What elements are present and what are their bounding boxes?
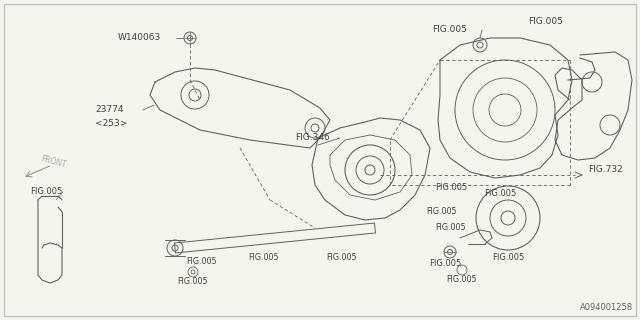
Text: FIG.005: FIG.005	[426, 207, 456, 217]
Text: A094001258: A094001258	[580, 303, 633, 313]
Text: FIG.005: FIG.005	[186, 257, 216, 266]
Text: FRONT: FRONT	[40, 154, 67, 170]
Text: FIG.005: FIG.005	[492, 252, 524, 261]
Text: FIG.005: FIG.005	[429, 259, 461, 268]
Text: FIG.005: FIG.005	[528, 18, 563, 27]
Text: W140063: W140063	[118, 34, 161, 43]
Text: FIG.005: FIG.005	[484, 188, 516, 197]
Text: <253>: <253>	[95, 118, 127, 127]
Text: FIG.005: FIG.005	[435, 223, 466, 233]
Text: FIG.732: FIG.732	[588, 165, 623, 174]
Text: FIG.346: FIG.346	[295, 133, 330, 142]
Text: FIG.005: FIG.005	[248, 253, 278, 262]
Text: 23774: 23774	[95, 106, 124, 115]
Text: FIG.005: FIG.005	[435, 183, 467, 193]
Text: FIG.005: FIG.005	[447, 276, 477, 284]
Text: FIG.005: FIG.005	[30, 188, 62, 196]
Text: FIG.005: FIG.005	[178, 277, 208, 286]
Text: FIG.005: FIG.005	[432, 26, 467, 35]
Text: FIG.005: FIG.005	[326, 253, 356, 262]
